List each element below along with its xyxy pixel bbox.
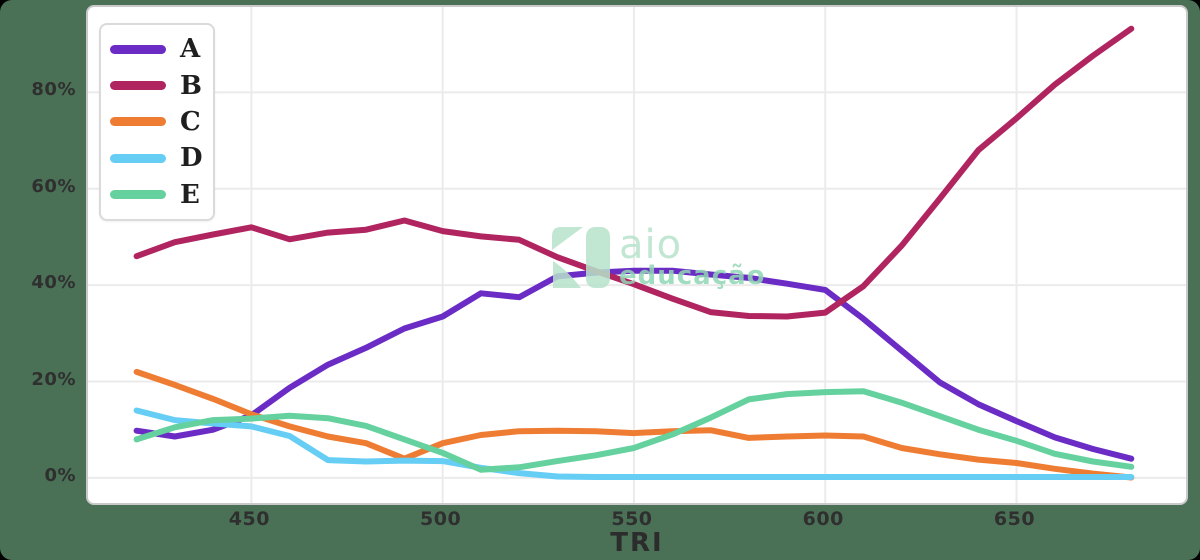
legend-label: C [180, 106, 201, 137]
legend-item-E: E [110, 182, 213, 208]
legend-item-B: B [110, 73, 213, 99]
legend-label: D [180, 143, 203, 174]
y-tick-label: 80% [31, 79, 76, 101]
legend-swatch-E [110, 190, 166, 200]
legend-item-D: D [110, 145, 213, 171]
legend-label: A [180, 34, 201, 65]
series-line-B [133, 25, 1135, 320]
y-tick-label: 20% [31, 368, 76, 390]
y-tick-label: 60% [31, 175, 76, 197]
x-axis-title: TRI [610, 528, 664, 558]
x-tick-label: 600 [802, 508, 844, 530]
series-lines [133, 25, 1135, 481]
legend-label: E [180, 179, 200, 210]
y-tick-label: 40% [31, 272, 76, 294]
x-tick-label: 550 [611, 508, 653, 530]
series-line-D [133, 407, 1135, 480]
legend-swatch-A [110, 44, 166, 54]
series-line-A [133, 267, 1135, 462]
series-line-E [133, 388, 1135, 473]
x-tick-label: 650 [993, 508, 1036, 530]
x-tick-label: 500 [420, 508, 462, 530]
x-tick-label: 450 [228, 508, 270, 530]
line-chart-plot [88, 7, 1186, 503]
y-tick-label: 0% [44, 464, 76, 486]
legend-swatch-C [110, 117, 166, 127]
legend-item-A: A [110, 36, 213, 62]
legend-swatch-D [110, 153, 166, 163]
legend-item-C: C [110, 109, 213, 135]
legend-swatch-B [110, 81, 166, 91]
legend-label: B [180, 70, 202, 101]
series-line-C [133, 368, 1135, 481]
